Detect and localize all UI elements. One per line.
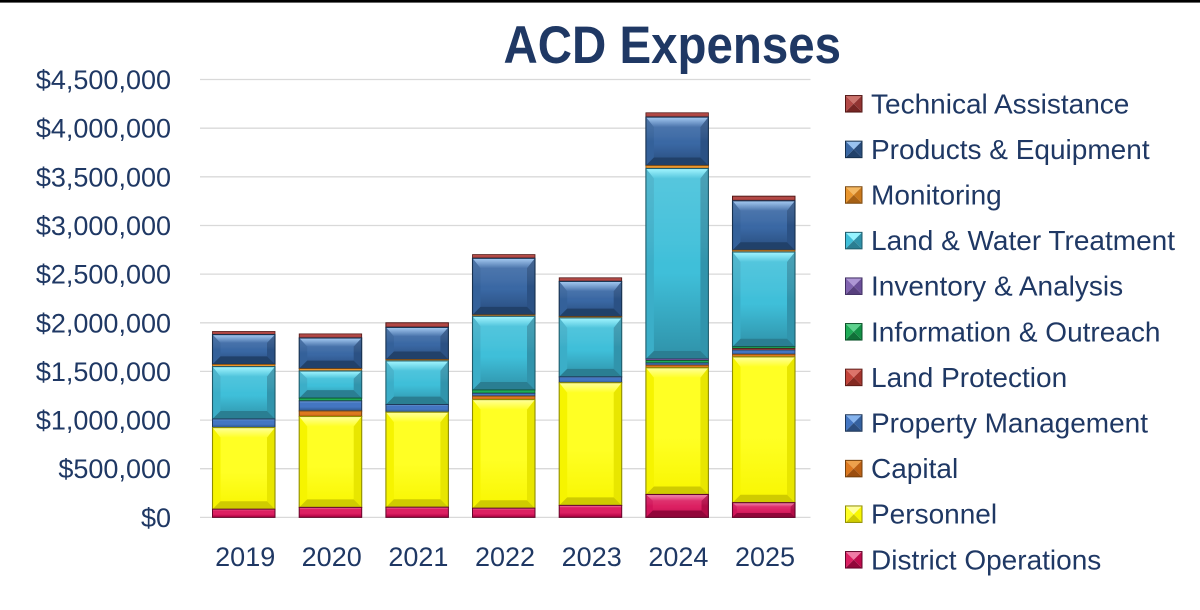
svg-text:2020: 2020 bbox=[302, 542, 362, 572]
svg-text:2019: 2019 bbox=[215, 542, 275, 572]
svg-text:$500,000: $500,000 bbox=[58, 454, 171, 484]
svg-text:Land & Water Treatment: Land & Water Treatment bbox=[871, 225, 1175, 256]
svg-text:2023: 2023 bbox=[562, 542, 622, 572]
svg-text:$1,000,000: $1,000,000 bbox=[36, 406, 171, 436]
svg-text:2021: 2021 bbox=[388, 542, 448, 572]
svg-text:Land Protection: Land Protection bbox=[871, 362, 1067, 393]
svg-text:Capital: Capital bbox=[871, 453, 958, 484]
svg-text:2024: 2024 bbox=[648, 542, 708, 572]
svg-text:Inventory & Analysis: Inventory & Analysis bbox=[871, 271, 1123, 302]
svg-text:$2,500,000: $2,500,000 bbox=[36, 260, 171, 290]
svg-text:$4,500,000: $4,500,000 bbox=[36, 65, 171, 95]
svg-text:$0: $0 bbox=[141, 503, 171, 533]
svg-text:$2,000,000: $2,000,000 bbox=[36, 308, 171, 338]
svg-text:Property Management: Property Management bbox=[871, 408, 1148, 439]
svg-text:Technical Assistance: Technical Assistance bbox=[871, 88, 1129, 119]
svg-text:$1,500,000: $1,500,000 bbox=[36, 357, 171, 387]
svg-text:ACD Expenses: ACD Expenses bbox=[504, 16, 842, 75]
svg-text:Products & Equipment: Products & Equipment bbox=[871, 134, 1150, 165]
svg-text:2025: 2025 bbox=[735, 542, 795, 572]
svg-text:$3,000,000: $3,000,000 bbox=[36, 211, 171, 241]
svg-text:Information & Outreach: Information & Outreach bbox=[871, 316, 1160, 347]
svg-text:District Operations: District Operations bbox=[871, 544, 1101, 575]
svg-text:Monitoring: Monitoring bbox=[871, 180, 1002, 211]
svg-text:Personnel: Personnel bbox=[871, 499, 997, 530]
svg-text:$3,500,000: $3,500,000 bbox=[36, 162, 171, 192]
svg-text:2022: 2022 bbox=[475, 542, 535, 572]
svg-text:$4,000,000: $4,000,000 bbox=[36, 114, 171, 144]
